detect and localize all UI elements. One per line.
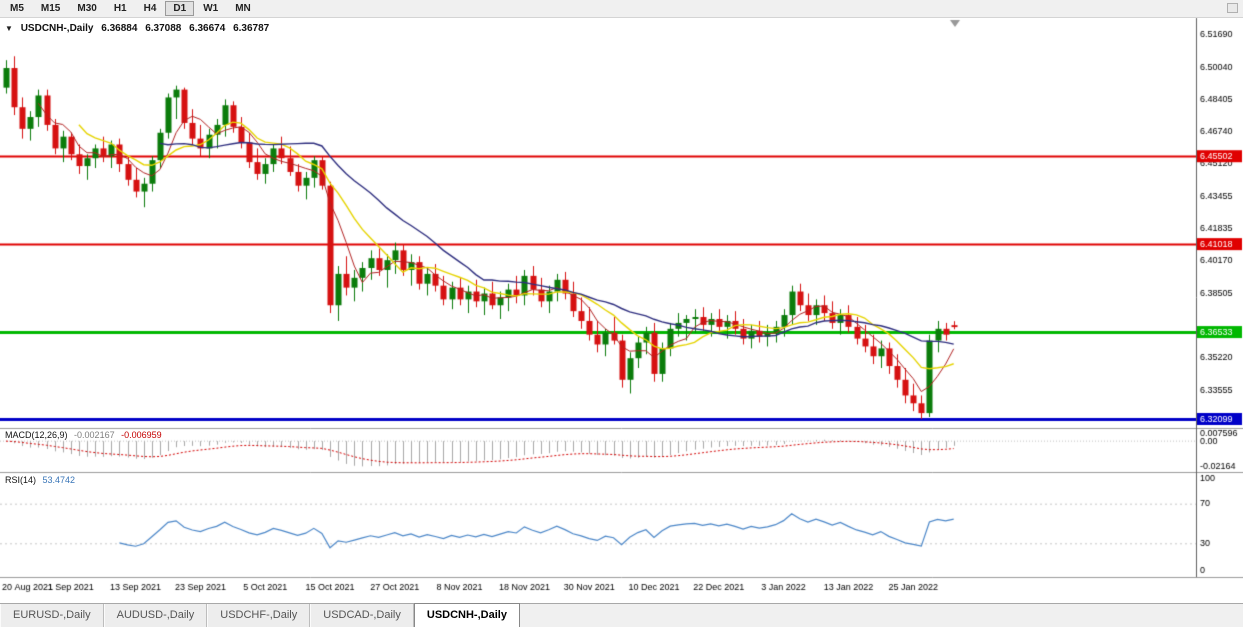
timeframe-button-mn[interactable]: MN bbox=[235, 3, 251, 14]
timeframe-button-h1[interactable]: H1 bbox=[113, 3, 127, 14]
timeframe-button-h4[interactable]: H4 bbox=[143, 3, 157, 14]
timeframe-button-d1[interactable]: D1 bbox=[165, 1, 195, 16]
chart-tab-audusd[interactable]: AUDUSD-,Daily bbox=[103, 604, 208, 627]
ohlc-close-value: 6.36787 bbox=[233, 23, 270, 34]
macd-signal-value: -0.006959 bbox=[121, 430, 162, 440]
rsi-indicator-label: RSI(14) 53.4742 bbox=[5, 475, 79, 485]
window-gripper-icon[interactable] bbox=[1227, 3, 1238, 13]
rsi-value: 53.4742 bbox=[42, 475, 76, 485]
timeframe-toolbar: M5 M15 M30 H1 H4 D1 W1 MN bbox=[0, 0, 1243, 18]
ohlc-low-value: 6.36674 bbox=[189, 23, 226, 34]
chart-tab-usdcad[interactable]: USDCAD-,Daily bbox=[310, 604, 414, 627]
timeframe-button-m15[interactable]: M15 bbox=[40, 3, 61, 14]
timeframe-button-m30[interactable]: M30 bbox=[77, 3, 97, 14]
ohlc-open-value: 6.36884 bbox=[101, 23, 138, 34]
chart-tab-usdcnh[interactable]: USDCNH-,Daily bbox=[413, 603, 520, 627]
chart-expand-icon: ▼ bbox=[5, 24, 13, 33]
ohlc-high-value: 6.37088 bbox=[145, 23, 182, 34]
chart-tab-usdchf[interactable]: USDCHF-,Daily bbox=[207, 604, 311, 627]
timeframe-button-m5[interactable]: M5 bbox=[10, 3, 24, 14]
rsi-name-label: RSI(14) bbox=[5, 475, 37, 485]
macd-name-label: MACD(12,26,9) bbox=[5, 430, 68, 440]
chart-header: ▼ USDCNH-,Daily 6.36884 6.37088 6.36674 … bbox=[5, 23, 274, 34]
timeframe-button-w1[interactable]: W1 bbox=[203, 3, 219, 14]
chart-symbol-label: USDCNH-,Daily bbox=[20, 23, 94, 34]
macd-main-value: -0.002167 bbox=[74, 430, 115, 440]
chart-tab-bar: EURUSD-,Daily AUDUSD-,Daily USDCHF-,Daily U… bbox=[0, 603, 1243, 627]
chart-tab-eurusd[interactable]: EURUSD-,Daily bbox=[0, 604, 104, 627]
macd-indicator-label: MACD(12,26,9) -0.002167 -0.006959 bbox=[5, 430, 166, 440]
